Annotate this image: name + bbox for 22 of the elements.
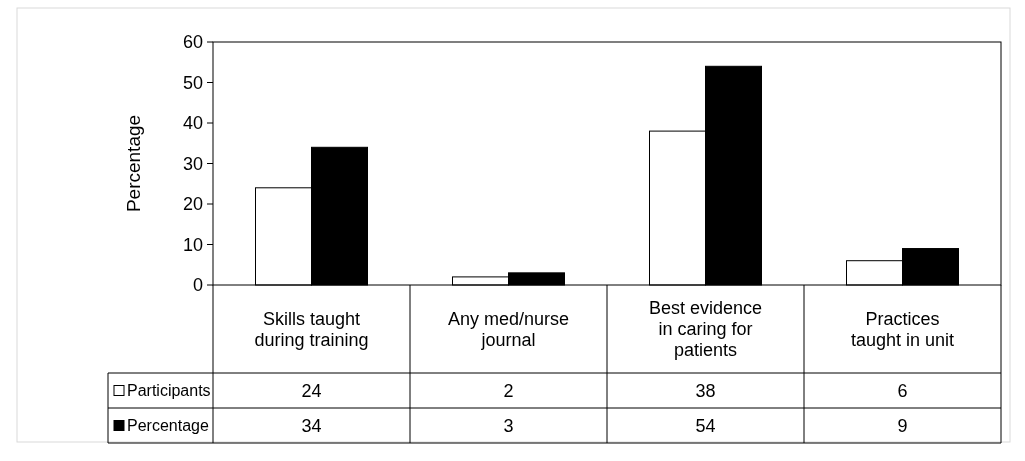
y-tick-label: 40	[182, 113, 203, 134]
data-label: 3	[503, 415, 514, 436]
legend-label: Percentage	[127, 417, 209, 435]
data-label: 24	[301, 380, 322, 401]
y-tick-label: 10	[182, 234, 203, 255]
data-label: 6	[897, 380, 908, 401]
data-label: 2	[503, 380, 514, 401]
data-label: 34	[301, 415, 322, 436]
y-tick-label: 0	[192, 275, 203, 296]
y-tick-label: 30	[182, 153, 203, 174]
data-label: 9	[897, 415, 908, 436]
y-tick-label: 60	[182, 32, 203, 53]
data-label: 38	[695, 380, 716, 401]
x-tick-label: Any med/nurse journal	[447, 308, 570, 350]
x-tick-label: Skills taught during training	[254, 308, 369, 350]
y-axis-title: Percentage	[123, 114, 144, 213]
legend-label: Participants	[127, 382, 211, 400]
y-tick-label: 20	[182, 194, 203, 215]
y-tick-label: 50	[182, 72, 203, 93]
x-tick-label: Practices taught in unit	[850, 308, 955, 350]
x-tick-label: Best evidence in caring for patients	[648, 298, 763, 361]
data-label: 54	[695, 415, 716, 436]
